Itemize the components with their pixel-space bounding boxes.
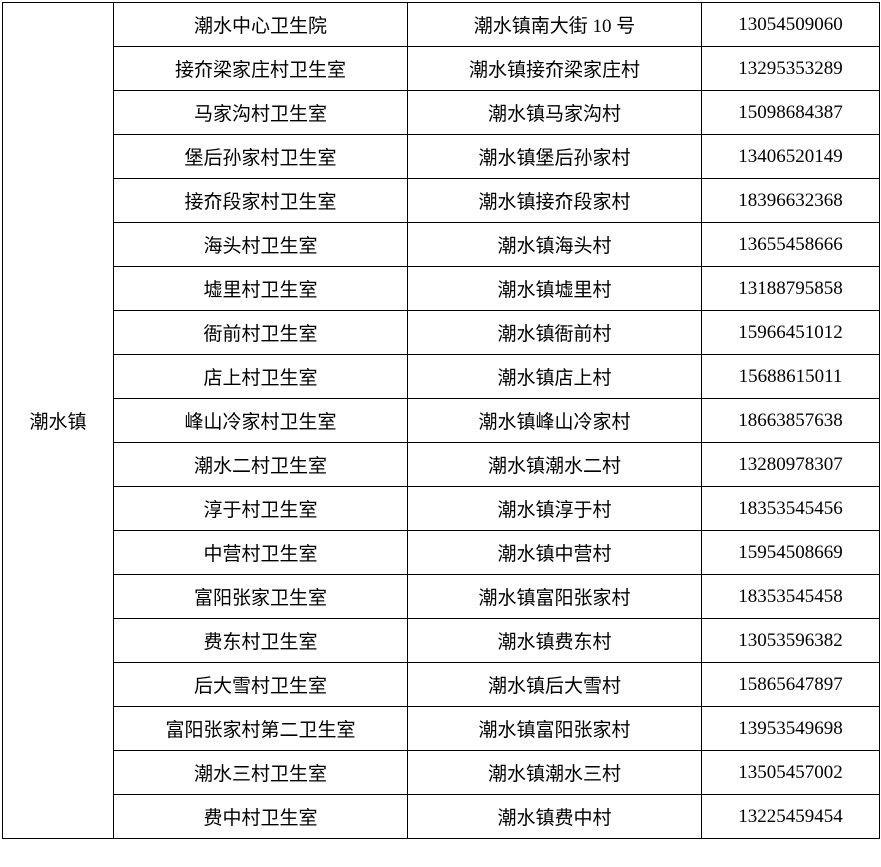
phone-cell: 13225459454 [702,795,880,839]
phone-cell: 18663857638 [702,399,880,443]
table-row: 中营村卫生室潮水镇中营村15954508669 [3,531,880,575]
table-row: 费中村卫生室潮水镇费中村13225459454 [3,795,880,839]
phone-cell: 13505457002 [702,751,880,795]
clinic-name-cell: 接夼段家村卫生室 [114,179,408,223]
address-cell: 潮水镇接夼段家村 [408,179,702,223]
phone-cell: 13655458666 [702,223,880,267]
table-body: 潮水镇潮水中心卫生院潮水镇南大街 10 号13054509060接夼梁家庄村卫生… [3,3,880,839]
phone-cell: 15688615011 [702,355,880,399]
table-row: 潮水三村卫生室潮水镇潮水三村13505457002 [3,751,880,795]
phone-cell: 13054509060 [702,3,880,47]
clinic-name-cell: 中营村卫生室 [114,531,408,575]
address-cell: 潮水镇潮水二村 [408,443,702,487]
phone-cell: 15954508669 [702,531,880,575]
table-row: 马家沟村卫生室潮水镇马家沟村15098684387 [3,91,880,135]
clinic-name-cell: 堡后孙家村卫生室 [114,135,408,179]
address-cell: 潮水镇接夼梁家庄村 [408,47,702,91]
table-row: 富阳张家卫生室潮水镇富阳张家村18353545458 [3,575,880,619]
address-cell: 潮水镇堡后孙家村 [408,135,702,179]
clinic-name-cell: 淳于村卫生室 [114,487,408,531]
address-cell: 潮水镇衙前村 [408,311,702,355]
phone-cell: 13406520149 [702,135,880,179]
table-row: 店上村卫生室潮水镇店上村15688615011 [3,355,880,399]
clinic-name-cell: 墟里村卫生室 [114,267,408,311]
table-row: 堡后孙家村卫生室潮水镇堡后孙家村13406520149 [3,135,880,179]
table-row: 淳于村卫生室潮水镇淳于村18353545456 [3,487,880,531]
phone-cell: 13188795858 [702,267,880,311]
clinic-name-cell: 衙前村卫生室 [114,311,408,355]
town-cell: 潮水镇 [3,3,114,839]
address-cell: 潮水镇淳于村 [408,487,702,531]
phone-cell: 13053596382 [702,619,880,663]
clinic-name-cell: 潮水中心卫生院 [114,3,408,47]
clinic-name-cell: 后大雪村卫生室 [114,663,408,707]
table-row: 后大雪村卫生室潮水镇后大雪村15865647897 [3,663,880,707]
phone-cell: 13953549698 [702,707,880,751]
address-cell: 潮水镇后大雪村 [408,663,702,707]
table-row: 富阳张家村第二卫生室潮水镇富阳张家村13953549698 [3,707,880,751]
table-row: 费东村卫生室潮水镇费东村13053596382 [3,619,880,663]
address-cell: 潮水镇店上村 [408,355,702,399]
table-row: 海头村卫生室潮水镇海头村13655458666 [3,223,880,267]
table-row: 潮水镇潮水中心卫生院潮水镇南大街 10 号13054509060 [3,3,880,47]
clinic-name-cell: 潮水二村卫生室 [114,443,408,487]
address-cell: 潮水镇南大街 10 号 [408,3,702,47]
clinic-name-cell: 海头村卫生室 [114,223,408,267]
table-row: 接夼梁家庄村卫生室潮水镇接夼梁家庄村13295353289 [3,47,880,91]
phone-cell: 15966451012 [702,311,880,355]
table-container: 潮水镇潮水中心卫生院潮水镇南大街 10 号13054509060接夼梁家庄村卫生… [0,0,881,841]
clinic-name-cell: 马家沟村卫生室 [114,91,408,135]
address-cell: 潮水镇费中村 [408,795,702,839]
table-row: 接夼段家村卫生室潮水镇接夼段家村18396632368 [3,179,880,223]
clinic-table: 潮水镇潮水中心卫生院潮水镇南大街 10 号13054509060接夼梁家庄村卫生… [2,2,880,839]
address-cell: 潮水镇富阳张家村 [408,575,702,619]
table-row: 墟里村卫生室潮水镇墟里村13188795858 [3,267,880,311]
address-cell: 潮水镇中营村 [408,531,702,575]
address-cell: 潮水镇峰山冷家村 [408,399,702,443]
address-cell: 潮水镇费东村 [408,619,702,663]
clinic-name-cell: 费东村卫生室 [114,619,408,663]
clinic-name-cell: 费中村卫生室 [114,795,408,839]
address-cell: 潮水镇马家沟村 [408,91,702,135]
phone-cell: 13280978307 [702,443,880,487]
address-cell: 潮水镇潮水三村 [408,751,702,795]
clinic-name-cell: 峰山冷家村卫生室 [114,399,408,443]
address-cell: 潮水镇海头村 [408,223,702,267]
table-row: 潮水二村卫生室潮水镇潮水二村13280978307 [3,443,880,487]
clinic-name-cell: 富阳张家村第二卫生室 [114,707,408,751]
clinic-name-cell: 接夼梁家庄村卫生室 [114,47,408,91]
clinic-name-cell: 潮水三村卫生室 [114,751,408,795]
phone-cell: 15098684387 [702,91,880,135]
address-cell: 潮水镇墟里村 [408,267,702,311]
table-row: 衙前村卫生室潮水镇衙前村15966451012 [3,311,880,355]
address-cell: 潮水镇富阳张家村 [408,707,702,751]
phone-cell: 13295353289 [702,47,880,91]
clinic-name-cell: 富阳张家卫生室 [114,575,408,619]
phone-cell: 18396632368 [702,179,880,223]
phone-cell: 18353545456 [702,487,880,531]
phone-cell: 18353545458 [702,575,880,619]
phone-cell: 15865647897 [702,663,880,707]
clinic-name-cell: 店上村卫生室 [114,355,408,399]
table-row: 峰山冷家村卫生室潮水镇峰山冷家村18663857638 [3,399,880,443]
